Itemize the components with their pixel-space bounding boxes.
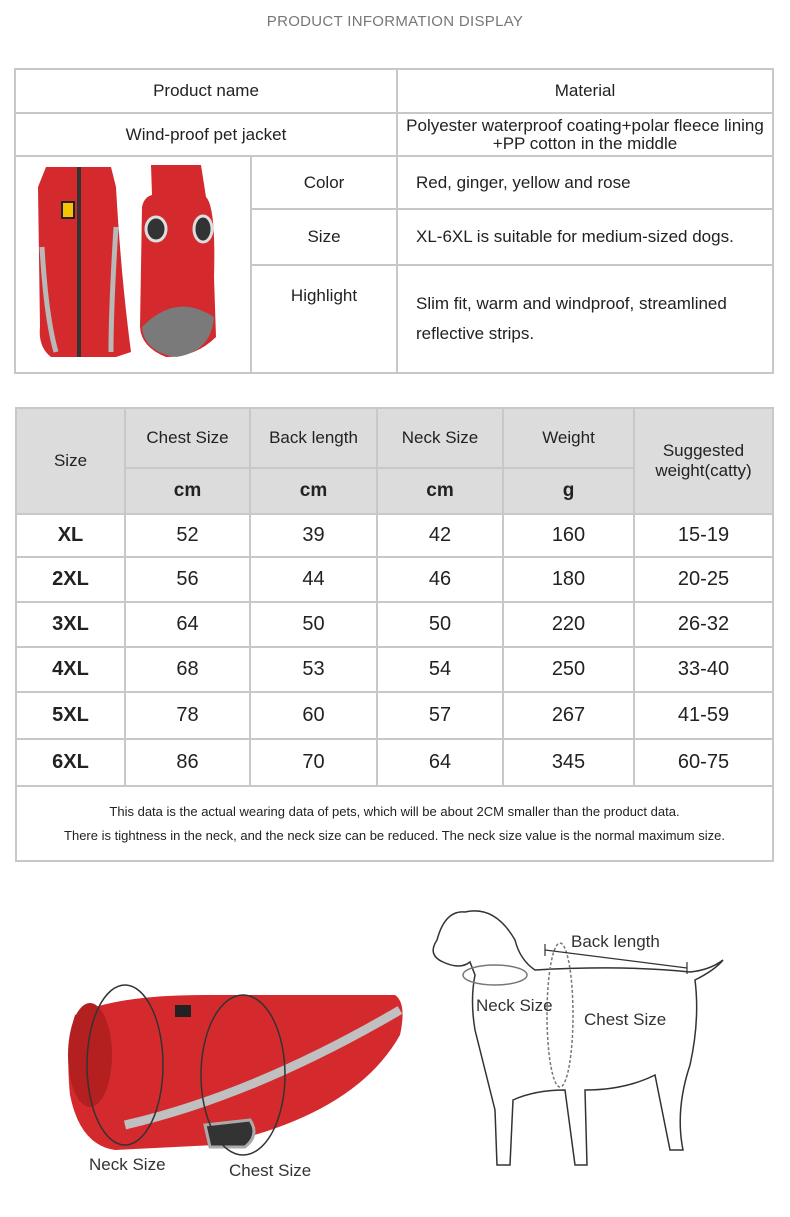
- neck-size-cell: 54: [376, 646, 504, 693]
- unit-chest: cm: [124, 467, 251, 515]
- size-cell: 6XL: [15, 738, 126, 787]
- chest-size-cell: 52: [124, 513, 251, 558]
- unit-weight: g: [502, 467, 635, 515]
- size-cell: XL: [15, 513, 126, 558]
- suggested-weight-cell: 26-32: [633, 601, 774, 648]
- table-row: 6XL 86 70 64 345 60-75: [15, 738, 774, 787]
- table-row: 2XL 56 44 46 180 20-25: [15, 556, 774, 603]
- neck-size-cell: 57: [376, 691, 504, 740]
- header-weight: Weight: [502, 407, 635, 469]
- product-info-table: Product name Material Wind-proof pet jac…: [14, 68, 774, 375]
- size-cell: 3XL: [15, 601, 126, 648]
- jacket-neck-size-label: Neck Size: [89, 1155, 166, 1174]
- chest-size-cell: 68: [124, 646, 251, 693]
- header-size: Size: [15, 407, 126, 515]
- weight-cell: 220: [502, 601, 635, 648]
- dog-neck-size-label: Neck Size: [476, 996, 553, 1015]
- header-chest: Chest Size: [124, 407, 251, 469]
- size-cell: 2XL: [15, 556, 126, 603]
- back-length-cell: 53: [249, 646, 378, 693]
- color-label: Color: [250, 154, 398, 211]
- size-chart-table: Size Chest Size Back length Neck Size We…: [15, 407, 774, 862]
- color-value: Red, ginger, yellow and rose: [396, 154, 774, 211]
- table-row: XL 52 39 42 160 15-19: [15, 513, 774, 558]
- jacket-photo: [38, 165, 216, 357]
- weight-cell: 250: [502, 646, 635, 693]
- suggested-weight-cell: 20-25: [633, 556, 774, 603]
- header-suggested-weight: Suggested weight(catty): [633, 407, 774, 515]
- chest-size-cell: 78: [124, 691, 251, 740]
- size-value: XL-6XL is suitable for medium-sized dogs…: [396, 208, 774, 266]
- suggested-weight-cell: 41-59: [633, 691, 774, 740]
- weight-cell: 160: [502, 513, 635, 558]
- weight-cell: 267: [502, 691, 635, 740]
- neck-size-cell: 64: [376, 738, 504, 787]
- product-name-header: Product name: [14, 68, 398, 114]
- chest-size-cell: 56: [124, 556, 251, 603]
- dog-chest-size-label: Chest Size: [584, 1010, 667, 1029]
- page-title: PRODUCT INFORMATION DISPLAY: [266, 13, 524, 30]
- unit-neck: cm: [376, 467, 504, 515]
- weight-cell: 345: [502, 738, 635, 787]
- back-length-cell: 70: [249, 738, 378, 787]
- table-row: 5XL 78 60 57 267 41-59: [15, 691, 774, 740]
- suggested-weight-cell: 15-19: [633, 513, 774, 558]
- dog-outline-illustration: [432, 910, 724, 1166]
- size-label: Size: [250, 208, 398, 266]
- chest-size-cell: 64: [124, 601, 251, 648]
- product-image: [14, 155, 252, 374]
- neck-size-cell: 46: [376, 556, 504, 603]
- table-row: 3XL 64 50 50 220 26-32: [15, 601, 774, 648]
- dog-back-length-label: Back length: [571, 932, 660, 951]
- suggested-weight-cell: 33-40: [633, 646, 774, 693]
- back-length-cell: 44: [249, 556, 378, 603]
- size-cell: 5XL: [15, 691, 126, 740]
- header-back: Back length: [249, 407, 378, 469]
- jacket-chest-size-label: Chest Size: [229, 1161, 312, 1180]
- size-cell: 4XL: [15, 646, 126, 693]
- size-note: This data is the actual wearing data of …: [15, 785, 774, 862]
- jacket-side-illustration: [68, 984, 403, 1156]
- neck-size-cell: 50: [376, 601, 504, 648]
- weight-cell: 180: [502, 556, 635, 603]
- product-name: Wind-proof pet jacket: [14, 112, 398, 157]
- chest-size-cell: 86: [124, 738, 251, 787]
- highlight-value: Slim fit, warm and windproof, streamline…: [396, 263, 774, 375]
- material-value: Polyester waterproof coating+polar fleec…: [396, 112, 774, 157]
- neck-size-cell: 42: [376, 513, 504, 558]
- table-row: 4XL 68 53 54 250 33-40: [15, 646, 774, 693]
- back-length-cell: 60: [249, 691, 378, 740]
- back-length-cell: 50: [249, 601, 378, 648]
- suggested-weight-cell: 60-75: [633, 738, 774, 787]
- header-neck: Neck Size: [376, 407, 504, 469]
- unit-back: cm: [249, 467, 378, 515]
- back-length-cell: 39: [249, 513, 378, 558]
- highlight-label: Highlight: [250, 263, 398, 375]
- material-header: Material: [396, 68, 774, 114]
